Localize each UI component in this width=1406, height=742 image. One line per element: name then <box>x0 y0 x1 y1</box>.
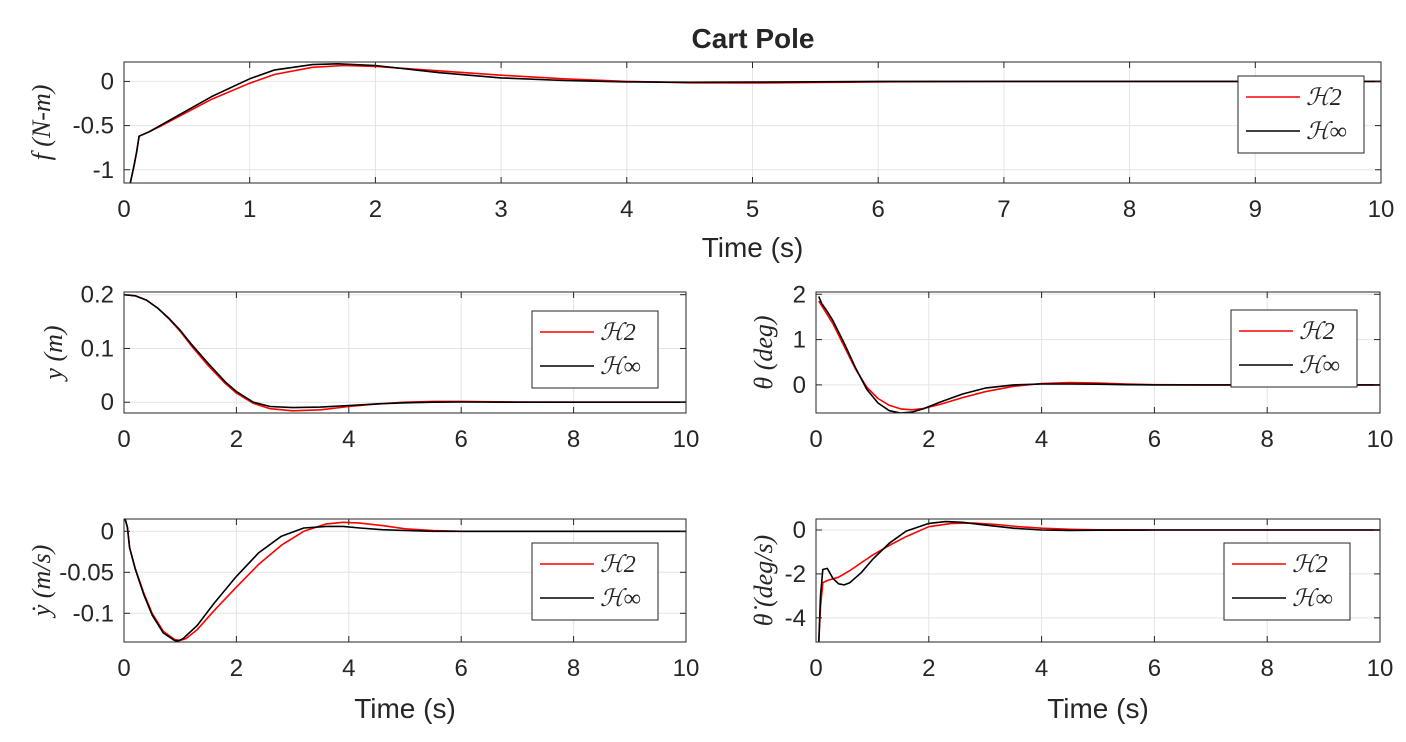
legend: ℋ2 ℋ∞ <box>1237 75 1365 154</box>
y-tick-label: -0.05 <box>59 559 114 586</box>
y-tick-label: -1 <box>93 157 114 184</box>
series-line-hinf <box>124 293 686 409</box>
x-axis-label: Time (s) <box>354 693 456 724</box>
legend: ℋ2 ℋ∞ <box>531 310 659 389</box>
x-tick-label: 2 <box>922 655 935 682</box>
y-tick-label: 2 <box>793 281 806 308</box>
x-axis-label: Time (s) <box>1047 693 1149 724</box>
figure-title: Cart Pole <box>692 23 815 54</box>
chart-3: 0 2 4 6 8 10 0 1 2 θ (deg) ℋ2 ℋ∞ <box>749 281 1393 453</box>
legend-box <box>1237 75 1365 154</box>
x-tick-label: 8 <box>1261 426 1274 453</box>
y-tick-label: -2 <box>785 561 806 588</box>
axes-box <box>123 291 687 414</box>
x-tick-label: 0 <box>117 196 130 223</box>
y-tick-label: 0 <box>101 389 114 416</box>
x-tick-label: 6 <box>1148 426 1161 453</box>
legend: ℋ2 ℋ∞ <box>1230 309 1358 388</box>
x-tick-label: 10 <box>673 655 700 682</box>
chart-2: 0 2 4 6 8 10 0 0.1 0.2 y (m) ℋ2 ℋ∞ <box>39 282 699 453</box>
x-tick-label: 4 <box>620 196 633 223</box>
y-tick-label: 0.1 <box>81 335 114 362</box>
x-tick-label: 9 <box>1249 196 1262 223</box>
x-tick-label: 7 <box>997 196 1010 223</box>
x-tick-label: 8 <box>567 426 580 453</box>
y-axis-label: f (N-m) <box>27 85 56 161</box>
y-tick-label: 1 <box>793 327 806 354</box>
y-tick-label: 0 <box>101 518 114 545</box>
legend-label: ℋ2 <box>1292 552 1328 578</box>
y-tick-label: 0 <box>793 372 806 399</box>
x-tick-label: 6 <box>872 196 885 223</box>
x-tick-label: 8 <box>567 655 580 682</box>
chart-1: 0 1 2 3 4 5 6 7 8 9 10 -1 -0.5 0 Time (s) f (N-m) ℋ2 ℋ∞ <box>27 61 1395 263</box>
x-tick-label: 2 <box>230 426 243 453</box>
legend: ℋ2 ℋ∞ <box>1223 542 1351 621</box>
x-tick-label: 6 <box>455 655 468 682</box>
axes-box <box>815 291 1381 414</box>
x-tick-label: 10 <box>1367 655 1394 682</box>
axes-box <box>123 518 687 643</box>
legend-label: ℋ2 <box>1299 319 1335 345</box>
series-line-hinf <box>124 519 686 642</box>
legend-box <box>1223 542 1351 621</box>
y-tick-label: -0.1 <box>73 600 114 627</box>
y-tick-label: 0 <box>793 517 806 544</box>
x-tick-label: 8 <box>1261 655 1274 682</box>
series-line-hinf <box>818 296 1380 413</box>
legend-label: ℋ∞ <box>1299 353 1340 379</box>
x-tick-label: 10 <box>1367 426 1394 453</box>
x-tick-label: 8 <box>1123 196 1136 223</box>
legend-box <box>1230 309 1358 388</box>
legend-label: ℋ2 <box>600 320 636 346</box>
x-tick-label: 0 <box>117 426 130 453</box>
x-tick-label: 1 <box>243 196 256 223</box>
legend-box <box>531 310 659 389</box>
legend-label: ℋ∞ <box>1292 586 1333 612</box>
y-tick-label: 0 <box>101 68 114 95</box>
chart-5: 0 2 4 6 8 10 -4 -2 0 Time (s) θ̇ (deg/s) ℋ2 ℋ∞ <box>749 517 1393 724</box>
x-tick-label: 10 <box>1368 196 1395 223</box>
legend-box <box>531 542 659 621</box>
legend-label: ℋ∞ <box>1306 119 1347 145</box>
x-tick-label: 4 <box>1035 426 1048 453</box>
legend-label: ℋ2 <box>1306 85 1342 111</box>
y-tick-label: -0.5 <box>73 113 114 140</box>
y-axis-label: θ (deg) <box>749 315 778 389</box>
chart-4: 0 2 4 6 8 10 -0.1 -0.05 0 Time (s) ẏ (m/s) ℋ2 ℋ∞ <box>27 518 699 724</box>
x-tick-label: 0 <box>809 426 822 453</box>
x-tick-label: 0 <box>809 655 822 682</box>
axes-box <box>815 518 1381 643</box>
legend: ℋ2 ℋ∞ <box>531 542 659 621</box>
legend-label: ℋ2 <box>600 552 636 578</box>
x-tick-label: 3 <box>494 196 507 223</box>
y-tick-label: -4 <box>785 605 806 632</box>
x-tick-label: 5 <box>746 196 759 223</box>
x-tick-label: 0 <box>117 655 130 682</box>
x-tick-label: 4 <box>1035 655 1048 682</box>
x-tick-label: 4 <box>342 655 355 682</box>
x-tick-label: 10 <box>673 426 700 453</box>
x-tick-label: 6 <box>1148 655 1161 682</box>
y-tick-label: 0.2 <box>81 282 114 309</box>
y-axis-label: θ̇ (deg/s) <box>749 535 778 626</box>
x-tick-label: 2 <box>230 655 243 682</box>
y-axis-label: y (m) <box>39 325 68 382</box>
x-axis-label: Time (s) <box>702 232 804 263</box>
x-tick-label: 6 <box>455 426 468 453</box>
x-tick-label: 2 <box>369 196 382 223</box>
x-tick-label: 2 <box>922 426 935 453</box>
x-tick-label: 4 <box>342 426 355 453</box>
legend-label: ℋ∞ <box>600 354 641 380</box>
legend-label: ℋ∞ <box>600 586 641 612</box>
y-axis-label: ẏ (m/s) <box>27 545 56 619</box>
